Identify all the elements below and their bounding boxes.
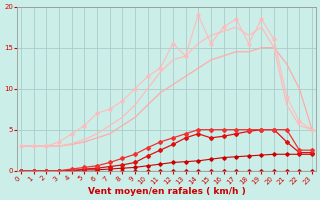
X-axis label: Vent moyen/en rafales ( km/h ): Vent moyen/en rafales ( km/h ) xyxy=(88,187,245,196)
